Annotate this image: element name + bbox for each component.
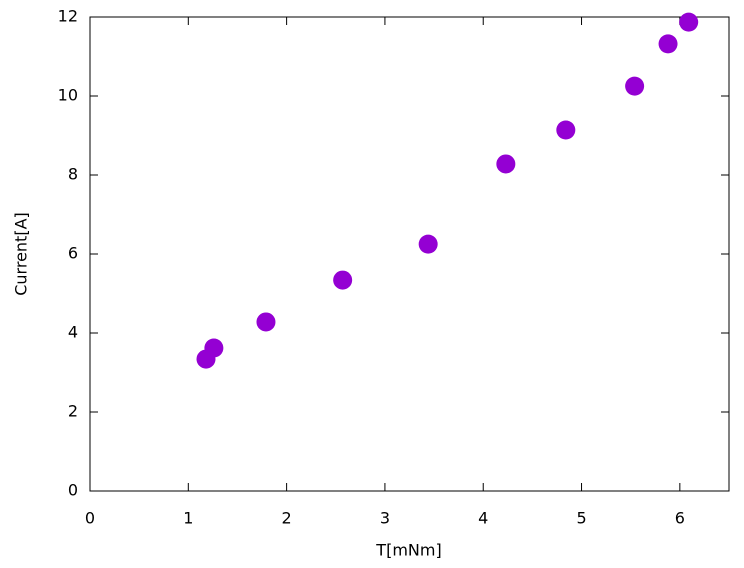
point [679, 12, 699, 32]
x-axis-label: T[mNm] [375, 541, 441, 560]
x-tick-label: 1 [183, 509, 193, 528]
x-tick-label: 3 [380, 509, 390, 528]
x-tick-label: 5 [576, 509, 586, 528]
y-tick-label: 2 [68, 402, 78, 421]
point [658, 34, 678, 54]
point [204, 338, 224, 358]
x-tick-label: 4 [478, 509, 488, 528]
point [333, 270, 353, 290]
point [625, 76, 645, 96]
x-tick-label: 6 [675, 509, 685, 528]
y-tick-label: 10 [58, 86, 78, 105]
y-tick-label: 8 [68, 165, 78, 184]
y-tick-label: 4 [68, 323, 78, 342]
y-tick-label: 0 [68, 481, 78, 500]
x-tick-label: 2 [282, 509, 292, 528]
x-tick-label: 0 [85, 509, 95, 528]
y-axis-label: Current[A] [12, 212, 31, 296]
point [256, 312, 276, 332]
point [556, 120, 576, 140]
y-tick-label: 12 [58, 7, 78, 26]
point [418, 234, 438, 254]
point [496, 154, 516, 174]
y-tick-label: 6 [68, 244, 78, 263]
